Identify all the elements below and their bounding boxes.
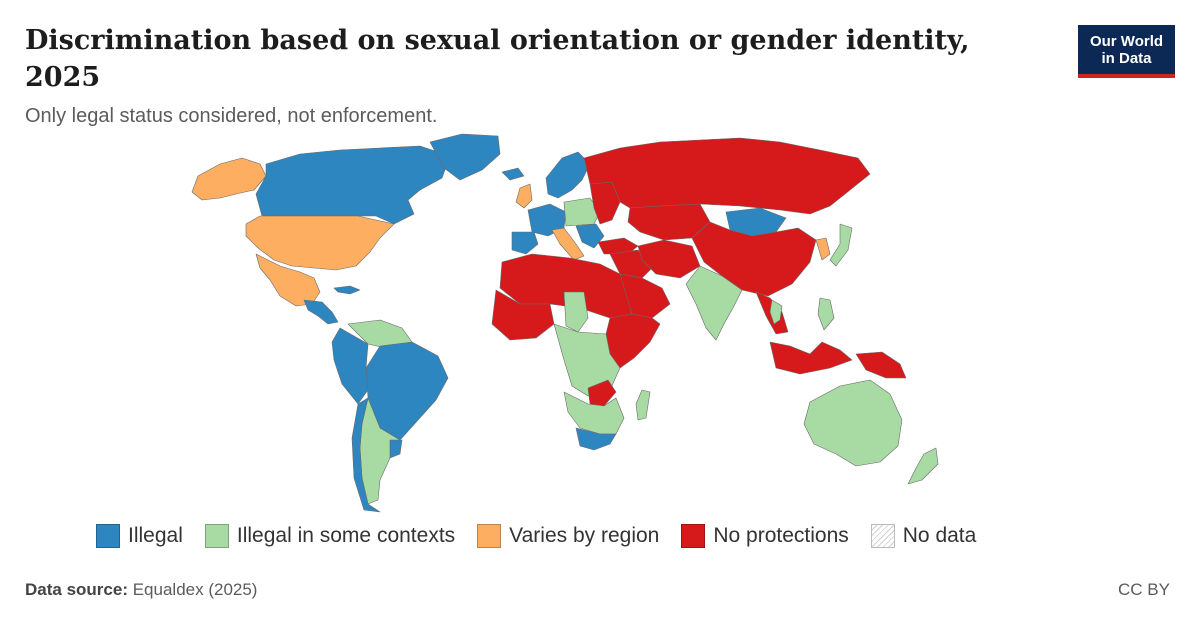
- region-canada[interactable]: [255, 145, 451, 225]
- region-central-africa[interactable]: [553, 323, 621, 397]
- chart-subtitle: Only legal status considered, not enforc…: [25, 105, 438, 127]
- legend-swatch: [204, 524, 229, 548]
- region-united-kingdom[interactable]: [515, 183, 533, 209]
- region-cuba[interactable]: [333, 285, 361, 295]
- region-chad[interactable]: [563, 291, 589, 333]
- region-indonesia[interactable]: [769, 341, 853, 375]
- region-new-zealand[interactable]: [907, 447, 939, 485]
- region-southern-africa[interactable]: [563, 391, 625, 435]
- region-greenland[interactable]: [429, 133, 501, 181]
- region-west-africa[interactable]: [491, 289, 555, 341]
- region-philippines[interactable]: [817, 297, 835, 331]
- region-iberia[interactable]: [511, 231, 539, 255]
- license-link[interactable]: CC BY: [1118, 580, 1170, 599]
- legend-item-varies[interactable]: Varies by region: [477, 524, 659, 548]
- region-iceland[interactable]: [501, 167, 525, 181]
- region-peru[interactable]: [331, 327, 369, 405]
- legend-item-no-data[interactable]: No data: [870, 524, 977, 548]
- legend-item-illegal-some[interactable]: Illegal in some contexts: [204, 524, 456, 548]
- legend-swatch: [96, 524, 120, 548]
- legend-swatch: [477, 524, 502, 548]
- region-south-africa[interactable]: [575, 427, 617, 451]
- region-papua-new-guinea[interactable]: [855, 351, 907, 379]
- region-japan[interactable]: [829, 223, 853, 267]
- region-thailand[interactable]: [769, 299, 783, 325]
- legend-item-no-protections[interactable]: No protections: [681, 524, 849, 548]
- map-legend: Illegal Illegal in some contexts Varies by…: [96, 522, 976, 550]
- logo-line-1: Our World: [1089, 33, 1164, 50]
- region-scandinavia[interactable]: [545, 151, 591, 199]
- legend-label: Illegal in some contexts: [236, 524, 456, 547]
- region-central-america[interactable]: [303, 299, 339, 325]
- data-source-label: Data source:: [25, 580, 128, 599]
- region-iran[interactable]: [637, 239, 701, 279]
- region-madagascar[interactable]: [635, 389, 651, 421]
- region-korea[interactable]: [815, 237, 831, 261]
- region-central-europe[interactable]: [563, 197, 601, 227]
- legend-swatch: [681, 524, 706, 548]
- owid-logo[interactable]: Our World in Data: [1078, 25, 1175, 78]
- legend-label: No protections: [713, 524, 849, 547]
- region-united-states[interactable]: [245, 215, 395, 271]
- region-chile[interactable]: [351, 397, 381, 513]
- legend-swatch: [870, 524, 895, 548]
- region-turkey[interactable]: [597, 237, 639, 255]
- legend-label: Illegal: [128, 524, 183, 547]
- chart-title: Discrimination based on sexual orientati…: [25, 25, 970, 93]
- region-zambia[interactable]: [587, 379, 617, 407]
- region-uruguay[interactable]: [389, 439, 403, 459]
- region-russia[interactable]: [583, 137, 871, 215]
- region-italy[interactable]: [551, 227, 585, 261]
- region-alaska[interactable]: [191, 157, 267, 201]
- logo-line-2: in Data: [1101, 50, 1152, 67]
- world-map[interactable]: [180, 128, 1010, 513]
- data-source-value[interactable]: Equaldex (2025): [132, 580, 258, 599]
- legend-label: Varies by region: [509, 524, 660, 547]
- region-australia[interactable]: [803, 379, 903, 467]
- legend-item-illegal[interactable]: Illegal: [96, 524, 183, 548]
- legend-label: No data: [902, 524, 977, 547]
- data-source: Data source: Equaldex (2025): [25, 580, 257, 600]
- region-india[interactable]: [685, 265, 743, 341]
